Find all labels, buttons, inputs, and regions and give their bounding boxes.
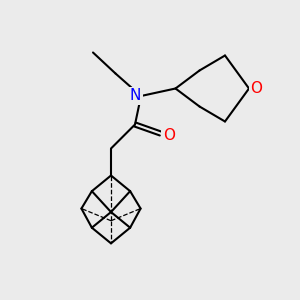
Text: N: N	[130, 88, 141, 104]
Text: O: O	[250, 81, 262, 96]
Text: O: O	[163, 128, 175, 142]
